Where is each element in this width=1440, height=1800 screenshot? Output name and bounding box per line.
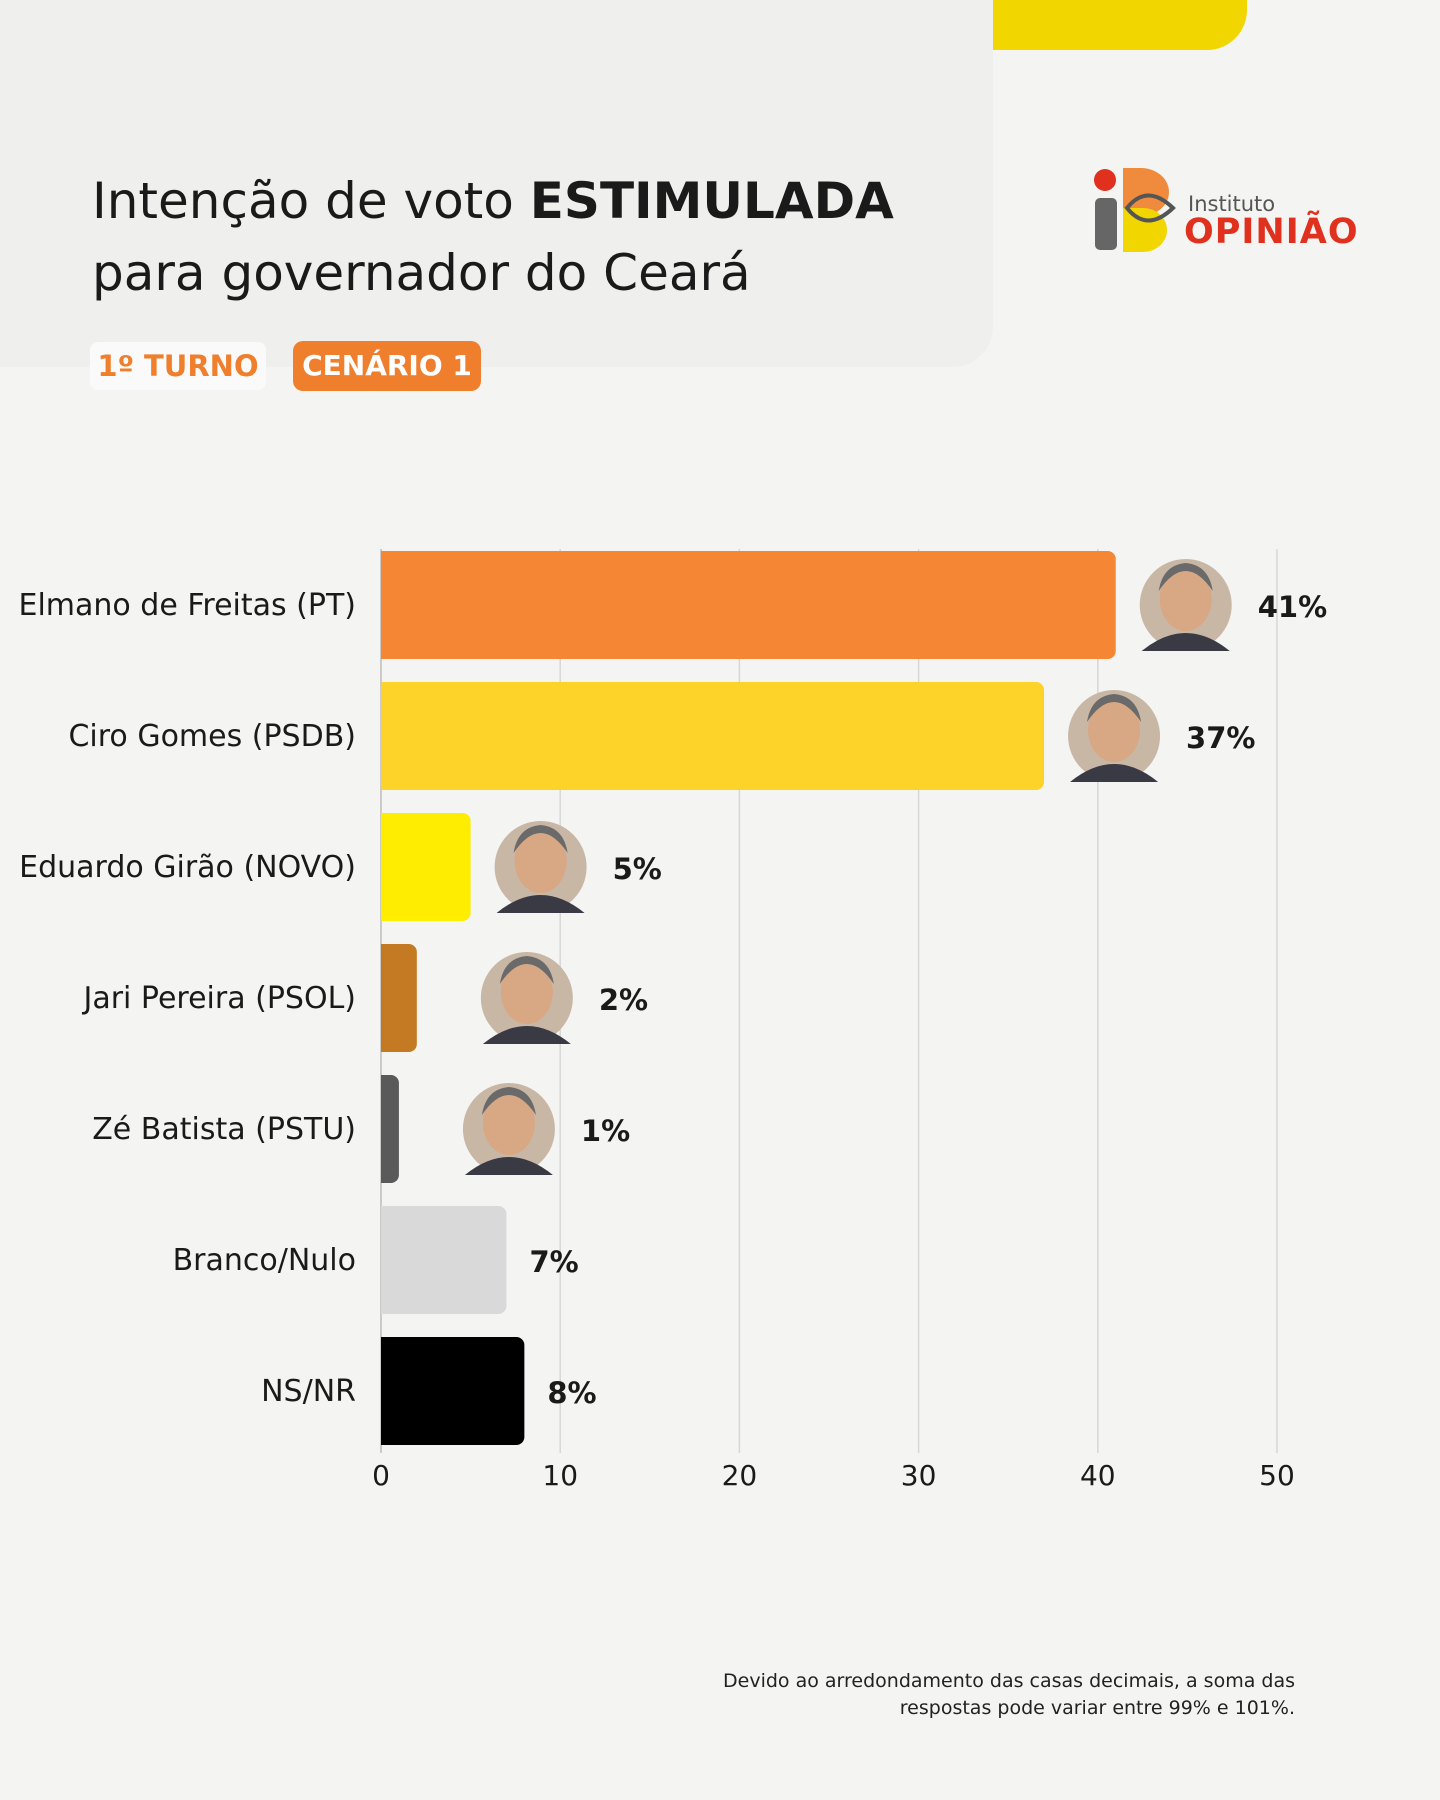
bar [381,1206,507,1314]
bar-left-edge [381,551,389,659]
x-tick-label: 30 [901,1459,937,1492]
bar [381,551,1116,659]
scenario-badge: CENÁRIO 1 [293,341,481,391]
x-tick-label: 10 [542,1459,578,1492]
value-label: 41% [1258,590,1327,624]
instituto-opiniao-logo: Instituto OPINIÃO [1093,168,1358,252]
x-tick-label: 0 [372,1459,390,1492]
category-label: Jari Pereira (PSOL) [81,981,356,1016]
value-label: 37% [1186,721,1255,755]
title-bold: ESTIMULADA [529,172,894,230]
bar [381,944,417,1052]
candidate-photo [1139,559,1232,651]
x-tick-label: 20 [722,1459,758,1492]
bar-left-edge [381,1337,389,1445]
bar [381,682,1045,790]
footnote-line1: Devido ao arredondamento das casas decim… [723,1670,1295,1692]
logo-text-opiniao: OPINIÃO [1184,212,1359,252]
category-label: Eduardo Girão (NOVO) [19,850,356,885]
category-label: Ciro Gomes (PSDB) [68,719,356,754]
value-label: 8% [547,1376,596,1410]
logo-mark-icon [1094,168,1176,252]
header-panel [0,0,993,367]
bar-left-edge [381,682,389,790]
x-tick-label: 50 [1259,1459,1295,1492]
bar-left-edge [381,944,389,1052]
candidate-photo [494,821,587,913]
category-label: Elmano de Freitas (PT) [18,588,356,623]
candidate-photo [480,952,573,1044]
candidate-photo [1068,690,1161,782]
bar [381,813,471,921]
title-part1: Intenção de voto [92,172,530,230]
logo-text-instituto: Instituto [1188,192,1276,216]
x-tick-label: 40 [1080,1459,1116,1492]
value-label: 7% [529,1245,578,1279]
bar-left-edge [381,1075,389,1183]
bar-left-edge [381,1206,389,1314]
bar [381,1337,525,1445]
footnote: Devido ao arredondamento das casas decim… [723,1668,1295,1722]
footnote-line2: respostas pode variar entre 99% e 101%. [899,1697,1295,1719]
round-badge: 1º TURNO [90,342,266,390]
candidate-photo [462,1083,555,1175]
category-label: Zé Batista (PSTU) [92,1112,356,1147]
title-line2: para governador do Ceará [92,244,751,302]
page-title: Intenção de voto ESTIMULADA para governa… [92,165,894,309]
category-label: Branco/Nulo [173,1243,356,1278]
bar-left-edge [381,813,389,921]
value-label: 1% [581,1114,630,1148]
value-label: 2% [599,983,648,1017]
value-label: 5% [613,852,662,886]
category-label: NS/NR [261,1374,356,1409]
